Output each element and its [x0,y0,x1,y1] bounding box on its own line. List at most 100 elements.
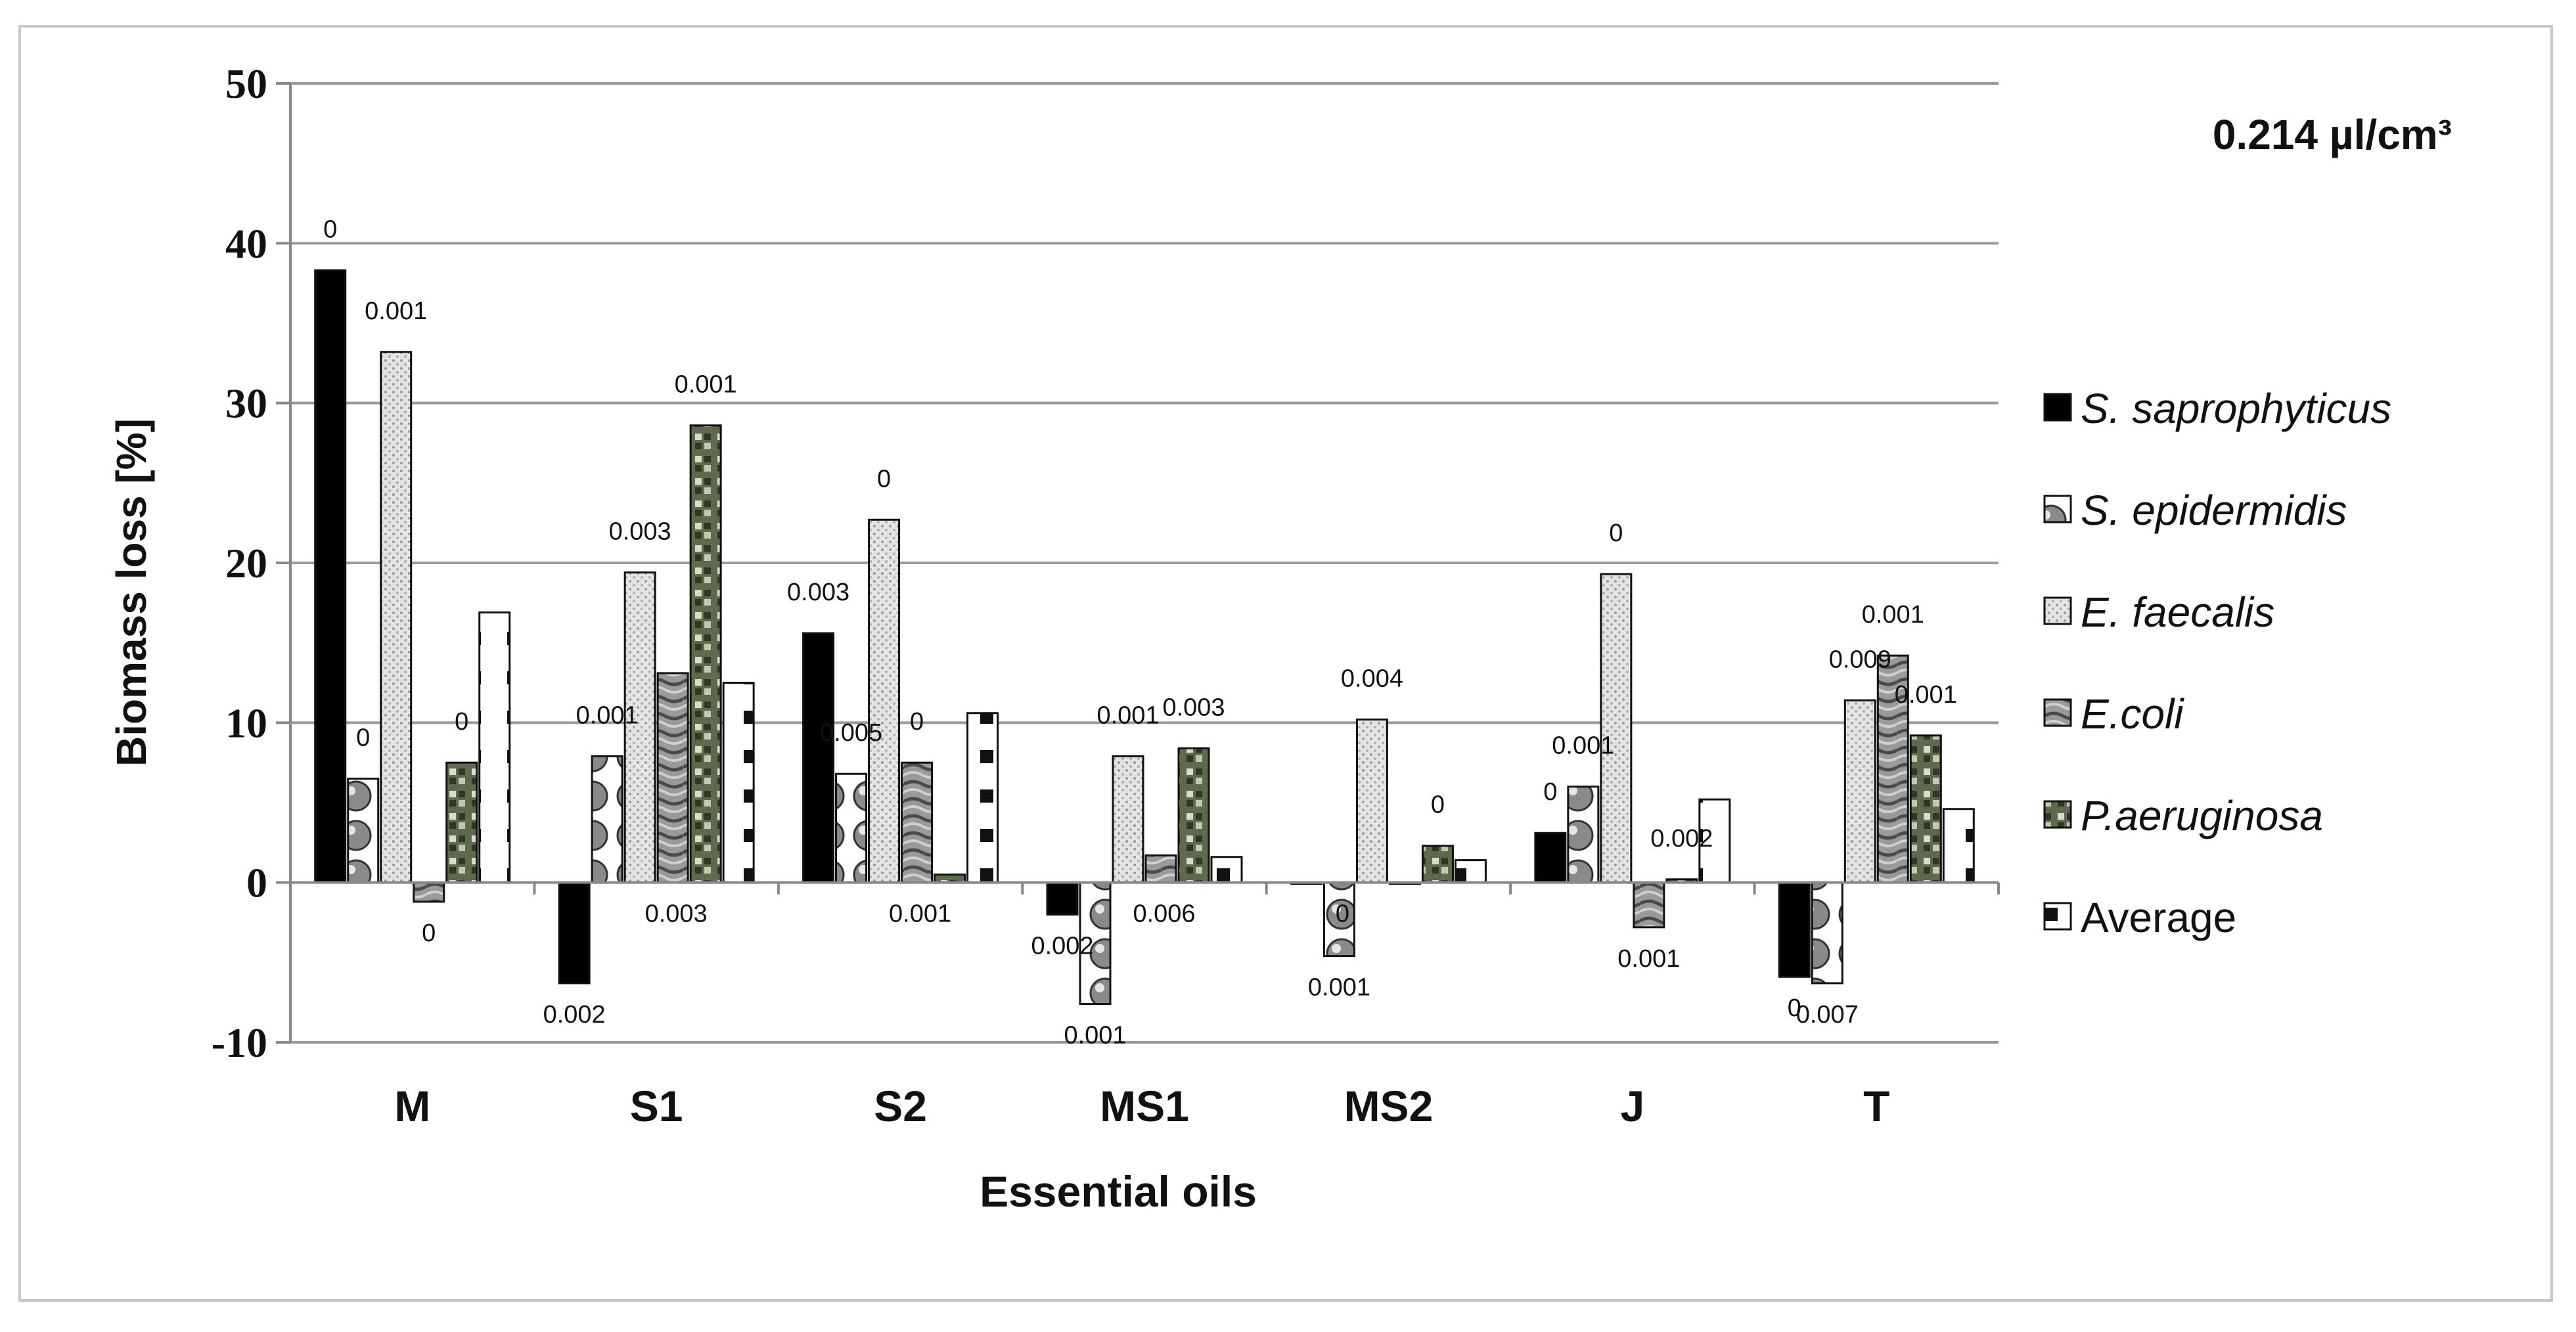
bar [835,772,868,884]
x-tick-label: S2 [874,1082,927,1130]
bar [314,269,347,884]
bar [1633,881,1665,929]
bar-data-label: 0.001 [889,900,951,928]
bar-data-label: 0 [422,920,436,947]
bar [802,632,835,884]
bar-data-label: 0.003 [645,900,708,928]
bar [1811,881,1843,985]
y-tick-label: 50 [225,60,267,107]
bar [1534,832,1567,884]
bar-data-label: 0.002 [1650,825,1713,853]
bar [347,778,380,884]
legend-swatch [2043,393,2072,422]
bar-data-label: 0.001 [675,371,737,399]
chart-frame: -10 0 10 20 30 40 50 M S1 S2 MS1 MS2 J T 0 0.002 0.003 0… [18,25,2553,1302]
bar [591,755,623,884]
bar-data-label: 0.001 [1617,945,1680,973]
bar-data-label: 0.001 [1552,732,1614,760]
chart-title: 0.214 µl/cm³ [2213,111,2452,158]
bar [1909,734,1942,884]
bar [1210,856,1243,884]
bar-data-label: 0.003 [609,518,671,546]
bar-data-label: 0.001 [576,701,639,729]
bar-data-label: 0 [1609,520,1623,547]
bar-data-label: 0.006 [1133,900,1195,928]
bar [689,424,722,884]
x-tick-label: MS2 [1344,1082,1434,1130]
bar-data-label: 0.001 [365,298,427,325]
bar [478,611,511,884]
bar [868,518,901,884]
bar [722,682,755,884]
legend-swatch [2043,495,2072,523]
bar-data-label: 0 [1336,900,1349,928]
bar [1144,854,1177,884]
bar [380,351,413,884]
y-tick-label: -10 [212,1019,267,1066]
bar-data-label: 0.001 [1064,1022,1126,1050]
legend-swatch [2043,596,2072,625]
bar [1112,755,1144,884]
bar-data-label: 0 [1431,791,1445,819]
bar-data-label: 0.001 [1308,974,1370,1002]
x-tick-label: T [1863,1082,1889,1130]
bar [656,672,689,884]
bar-data-label: 0.005 [820,719,882,747]
bar [1079,881,1112,1006]
bar [1942,808,1975,884]
bar [1600,573,1633,884]
legend-label: Average [2081,894,2236,941]
y-tick-label: 20 [225,540,267,587]
bar-data-label: 0 [1543,778,1557,806]
x-tick-label: J [1620,1082,1644,1130]
legend-swatch [2043,902,2072,931]
bar-data-label: 0.004 [1341,665,1403,692]
y-tick-label: 40 [225,220,267,267]
bar [1567,786,1600,884]
legend-label: S. saprophyticus [2081,385,2391,432]
bar-data-label: 0 [910,708,924,736]
bar [1046,881,1079,916]
bar-data-label: 0 [1788,994,1801,1022]
bar [966,712,999,884]
bar [445,761,478,884]
bar [901,761,934,884]
legend-swatch [2043,800,2072,829]
bar [413,881,445,903]
y-tick-label: 10 [225,699,267,746]
legend-label: S. epidermidis [2081,487,2347,534]
bar-data-label: 0.003 [787,579,849,606]
x-axis-title: Essential oils [980,1167,1257,1216]
bar-data-label: 0.001 [1096,701,1159,729]
bar [1322,881,1355,958]
bar [1698,798,1731,884]
x-tick-label: MS1 [1100,1082,1189,1130]
bar [1778,881,1811,978]
legend-label: P.aeruginosa [2081,792,2323,839]
bar-data-label: 0 [323,216,337,244]
bar [1876,654,1909,884]
bar-data-label: 0.003 [1162,694,1225,721]
legend-label: E. faecalis [2081,588,2274,636]
bar [1454,859,1487,884]
bar [1177,747,1210,884]
bar-data-label: 0 [356,724,370,752]
bar-data-label: 0.001 [1895,681,1957,709]
y-tick-label: 0 [246,860,267,906]
bar-data-label: 0.002 [543,1001,606,1029]
bar-data-label: 0 [455,708,468,736]
y-axis-title: Biomass loss [%] [108,418,155,766]
bar [558,881,591,985]
bar-data-label: 0 [877,465,891,493]
bar-data-label: 0.002 [1031,932,1093,960]
x-tick-label: S1 [630,1082,683,1130]
bar [1355,718,1388,884]
bar-data-label: 0.009 [1829,646,1891,673]
bar-data-label: 0.001 [1862,601,1924,629]
legend-label: E.coli [2081,690,2184,738]
x-tick-label: M [394,1082,430,1130]
bar [1843,699,1876,884]
bar [1421,845,1454,884]
bar-data-label: 0.007 [1796,1001,1859,1029]
